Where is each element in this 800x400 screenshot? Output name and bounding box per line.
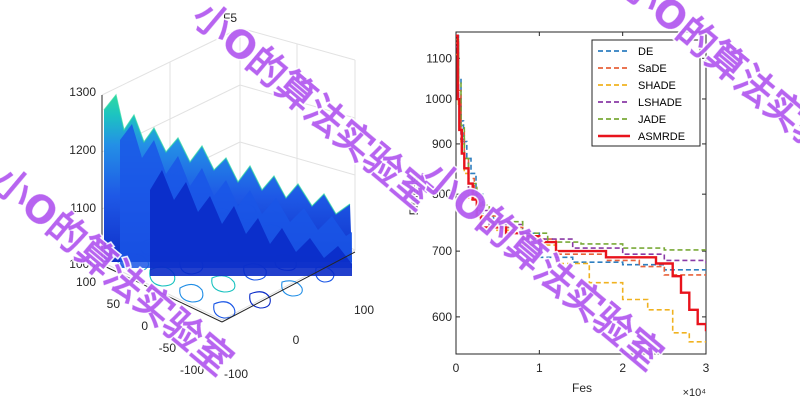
x-tick-label: 3 [703,361,710,375]
y-tick-label: 1100 [426,51,452,65]
surface-mesh [103,93,352,276]
legend-label: LSHADE [638,97,682,109]
x-tick-label: 0 [293,333,300,347]
legend-label: JADE [638,114,666,126]
surface-plot: F5 [69,11,374,381]
y-axis-label: Fitness [407,177,421,216]
x-tick-label: 100 [354,303,374,317]
series-lines [456,34,706,343]
y-tick-label: -100 [180,363,204,377]
legend-box [591,39,701,147]
y-tick-label: 50 [107,297,121,311]
surface-title: F5 [223,11,237,25]
surface-y-ticks: 100 50 0 -50 -100 [76,275,204,377]
convergence-chart: 600 700 800 900 1000 1100 0 1 2 3 Fitness Fes ×1… [407,31,710,399]
series-line-jade [456,38,706,251]
y-tick-label: 900 [432,137,452,151]
surface-axes [101,95,356,323]
y-tick-label: -50 [159,341,177,355]
legend-label: DE [638,46,653,58]
y-tick-label: 100 [76,275,96,289]
y-tick-label: 1000 [425,92,452,106]
x-tick-label: 2 [619,361,626,375]
y-tick-label: 0 [141,319,148,333]
legend-label: ASMRDE [638,131,685,143]
y-tick-label: 600 [432,310,452,324]
z-tick-label: 1000 [69,257,96,271]
x-axis-label: Fes [572,381,592,395]
z-tick-label: 1100 [70,201,96,215]
x-axis-exponent: ×10⁴ [683,387,707,399]
chart-legend: DE SaDE SHADE LSHADE JADE ASMRDE [591,39,701,147]
x-tick-label: 0 [453,361,460,375]
y-tick-label: 700 [432,244,452,258]
x-tick-label: 1 [536,361,543,375]
z-tick-label: 1200 [69,143,96,157]
series-line-de [456,34,706,272]
surface-z-ticks: 1300 1200 1100 1000 [69,85,96,271]
surface-x-ticks: -100 0 100 [224,303,374,381]
y-tick-label: 800 [432,187,452,201]
legend-label: SaDE [638,63,667,75]
series-line-asmrde [456,34,706,332]
z-tick-label: 1300 [69,85,96,99]
x-tick-label: -100 [224,367,248,381]
legend-label: SHADE [638,80,676,92]
